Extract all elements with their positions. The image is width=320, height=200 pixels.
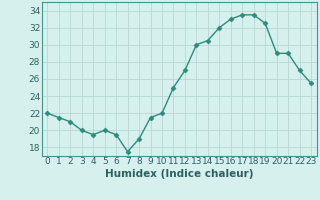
X-axis label: Humidex (Indice chaleur): Humidex (Indice chaleur) <box>105 169 253 179</box>
